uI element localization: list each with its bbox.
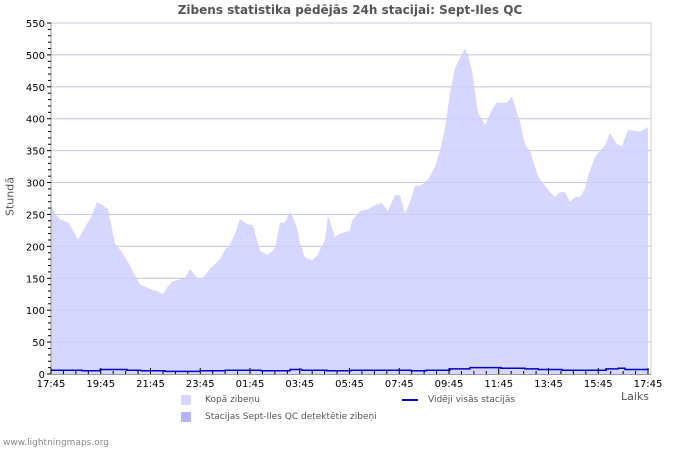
svg-text:400: 400 [26, 115, 45, 126]
svg-text:01:45: 01:45 [236, 379, 265, 390]
svg-text:09:45: 09:45 [435, 379, 464, 390]
svg-text:450: 450 [26, 83, 45, 94]
legend-label-total: Kopā zibeņu [205, 395, 260, 405]
legend-label-average: Vidēji visās stacijās [428, 395, 516, 405]
svg-text:23:45: 23:45 [186, 379, 215, 390]
svg-text:13:45: 13:45 [534, 379, 563, 390]
svg-text:500: 500 [26, 51, 45, 62]
svg-text:550: 550 [26, 19, 45, 30]
footer-link[interactable]: www.lightningmaps.org [3, 438, 109, 448]
svg-text:07:45: 07:45 [385, 379, 414, 390]
svg-text:19:45: 19:45 [86, 379, 115, 390]
legend-swatch-average [402, 399, 418, 401]
y-axis-label: Stundā [3, 177, 17, 216]
legend-swatch-total [181, 395, 191, 405]
x-axis-label: Laiks [621, 390, 650, 403]
svg-text:17:45: 17:45 [634, 379, 663, 390]
svg-text:15:45: 15:45 [584, 379, 613, 390]
chart-title: Zibens statistika pēdējās 24h stacijai: … [177, 3, 523, 17]
legend-swatch-station [181, 412, 191, 422]
svg-text:150: 150 [26, 274, 45, 285]
svg-text:200: 200 [26, 242, 45, 253]
svg-text:03:45: 03:45 [285, 379, 314, 390]
svg-text:300: 300 [26, 179, 45, 190]
svg-text:50: 50 [32, 338, 45, 349]
svg-text:100: 100 [26, 306, 45, 317]
svg-text:0: 0 [39, 370, 45, 381]
svg-text:350: 350 [26, 147, 45, 158]
legend-label-station: Stacijas Sept-Iles QC detektētie zibeņi [205, 412, 377, 422]
svg-text:21:45: 21:45 [136, 379, 165, 390]
svg-text:17:45: 17:45 [37, 379, 66, 390]
y-axis-label-wrap: Stundā [3, 177, 17, 216]
svg-text:11:45: 11:45 [484, 379, 513, 390]
svg-text:250: 250 [26, 210, 45, 221]
svg-text:05:45: 05:45 [335, 379, 364, 390]
